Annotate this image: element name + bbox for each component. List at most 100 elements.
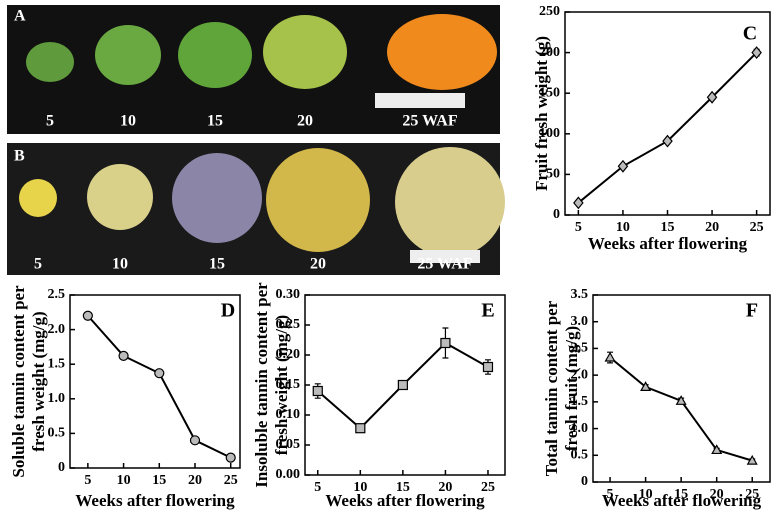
x-axis-label: Weeks after flowering xyxy=(588,234,748,253)
data-point xyxy=(706,90,718,104)
y-tick-label: 200 xyxy=(539,45,560,60)
y-tick-label: 0.5 xyxy=(571,448,589,463)
data-point xyxy=(746,454,758,465)
y-axis-label: Soluble tannin content per xyxy=(9,285,28,478)
plot-frame xyxy=(564,11,771,216)
x-tick-label: 25 xyxy=(745,487,759,502)
x-tick-label: 5 xyxy=(575,220,582,235)
data-point xyxy=(440,337,451,349)
stage-label: 20 xyxy=(297,113,313,130)
x-tick-label: 15 xyxy=(152,473,166,488)
data-point xyxy=(711,444,723,455)
panel-label: D xyxy=(221,300,235,322)
y-tick-label: 250 xyxy=(539,4,560,19)
x-tick-label: 5 xyxy=(607,487,614,502)
x-tick-label: 20 xyxy=(188,473,202,488)
stage-label: 5 xyxy=(46,113,54,130)
fruit-section xyxy=(19,179,57,217)
stage-label: 15 xyxy=(207,113,223,130)
fruit-section xyxy=(172,153,262,243)
x-tick-label: 25 xyxy=(224,473,238,488)
y-tick-label: 2.0 xyxy=(571,367,589,382)
y-tick-label: 0.20 xyxy=(276,347,301,362)
stage-label: 25 WAF xyxy=(417,256,472,273)
y-tick-label: 0.00 xyxy=(276,467,301,482)
y-tick-label: 3.5 xyxy=(571,287,589,302)
x-tick-label: 10 xyxy=(353,480,367,495)
y-tick-label: 0 xyxy=(553,207,560,222)
stage-label: 5 xyxy=(34,256,42,273)
data-point xyxy=(604,351,616,362)
x-tick-label: 20 xyxy=(710,487,724,502)
data-point xyxy=(640,381,652,391)
stage-label: 10 xyxy=(112,256,128,273)
fruit-section xyxy=(395,147,505,257)
y-axis-label: fresh weight (mg/g) xyxy=(272,315,291,455)
y-tick-label: 2.5 xyxy=(571,341,589,356)
data-line xyxy=(87,315,232,459)
y-tick-label: 2.0 xyxy=(48,322,66,337)
y-tick-label: 1.5 xyxy=(48,356,66,371)
y-tick-label: 3.0 xyxy=(571,314,589,329)
fruit xyxy=(26,42,74,82)
photo-panel-a: A 5 10 15 20 25 WAF xyxy=(7,5,500,134)
y-tick-label: 0 xyxy=(58,460,65,475)
data-point xyxy=(617,159,629,173)
y-tick-label: 0.10 xyxy=(276,407,301,422)
x-tick-label: 20 xyxy=(705,220,719,235)
fruit xyxy=(95,25,161,85)
data-point xyxy=(662,134,673,148)
plot-frame xyxy=(69,294,241,469)
data-point xyxy=(751,46,762,60)
fruit xyxy=(387,14,497,90)
y-axis-label: Total tannin content per xyxy=(542,300,561,476)
y-tick-label: 100 xyxy=(539,126,560,141)
y-tick-label: 1.5 xyxy=(571,394,589,409)
fruit-section xyxy=(87,164,153,230)
data-point xyxy=(675,395,687,405)
data-point xyxy=(82,310,93,321)
data-line xyxy=(577,51,758,204)
data-point xyxy=(573,196,584,210)
x-tick-label: 10 xyxy=(117,473,131,488)
y-tick-label: 1.0 xyxy=(571,421,589,436)
fruit-section xyxy=(266,148,370,252)
x-tick-label: 10 xyxy=(639,487,653,502)
stage-label: 15 xyxy=(209,256,225,273)
x-tick-label: 15 xyxy=(661,220,675,235)
x-axis-label: Weeks after flowering xyxy=(75,491,235,510)
y-tick-label: 2.5 xyxy=(48,287,66,302)
panel-label: A xyxy=(14,8,26,25)
data-point xyxy=(118,350,129,361)
y-axis-label: Fruit fresh weight (g) xyxy=(532,36,551,191)
scale-bar xyxy=(375,93,465,108)
fruit xyxy=(178,22,252,88)
x-tick-label: 25 xyxy=(481,480,495,495)
data-point xyxy=(355,423,366,434)
fruit xyxy=(263,15,347,89)
scale-bar xyxy=(410,250,480,263)
stage-label: 20 xyxy=(310,256,326,273)
x-axis-label: Weeks after flowering xyxy=(602,491,762,510)
x-axis-label: Weeks after flowering xyxy=(325,491,485,510)
x-tick-label: 15 xyxy=(396,480,410,495)
y-axis-label: fresh fruit (mg/g) xyxy=(562,326,581,451)
data-point xyxy=(397,379,408,391)
data-point xyxy=(189,435,201,446)
y-tick-label: 0.05 xyxy=(276,437,301,452)
y-tick-label: 1.0 xyxy=(48,391,66,406)
x-tick-label: 5 xyxy=(314,480,321,495)
y-tick-label: 0 xyxy=(581,474,588,489)
stage-label: 25 WAF xyxy=(402,113,457,130)
y-axis-label: fresh weight (mg/g) xyxy=(29,311,48,451)
panel-label: E xyxy=(481,300,494,322)
data-point xyxy=(312,385,323,397)
x-tick-label: 15 xyxy=(674,487,688,502)
data-line xyxy=(609,356,753,462)
panel-label: C xyxy=(743,23,757,45)
data-point xyxy=(154,368,165,379)
y-tick-label: 0.5 xyxy=(48,426,66,441)
x-tick-label: 25 xyxy=(750,220,764,235)
data-point xyxy=(225,452,236,463)
x-tick-label: 10 xyxy=(616,220,630,235)
